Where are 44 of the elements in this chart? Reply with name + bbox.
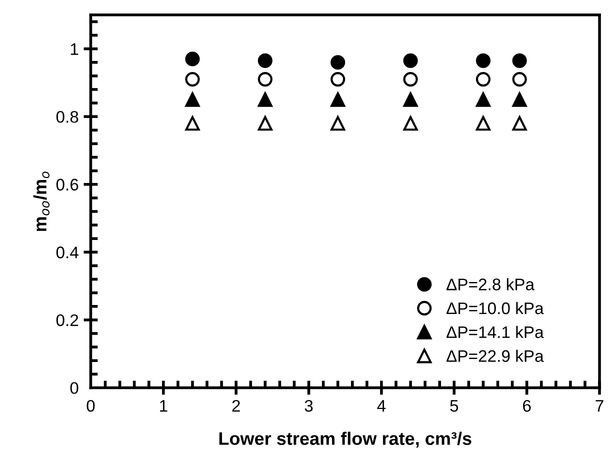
point (185, 116, 200, 131)
y-tick-label: 0 (70, 382, 78, 394)
x-tick-label: 3 (304, 400, 313, 412)
point (476, 116, 491, 131)
point (403, 53, 418, 68)
point (476, 92, 491, 107)
point (185, 72, 200, 87)
point (403, 72, 418, 87)
x-tick-label: 0 (86, 400, 95, 412)
y-tick-label: 0.2 (56, 314, 78, 326)
x-tick-label: 6 (523, 400, 531, 412)
point (330, 55, 346, 70)
y-tick-label: 0.4 (56, 246, 78, 258)
point (476, 53, 491, 68)
x-tick-label: 1 (160, 400, 168, 412)
legend-label: ΔP=10.0 kPa (446, 302, 544, 314)
x-tick-label: 5 (450, 400, 458, 412)
x-axis-title: Lower stream flow rate, cm³/s (219, 432, 472, 448)
point (512, 92, 527, 107)
point (512, 72, 527, 87)
point (185, 52, 200, 66)
x-tick-label: 2 (232, 400, 240, 412)
y-tick-label: 1 (70, 43, 78, 55)
point (258, 92, 272, 107)
point (330, 116, 346, 131)
point (403, 92, 418, 107)
point (258, 72, 272, 87)
y-axis-title: m$_{oo}$/m$_{o}$ (33, 172, 50, 231)
legend-label: ΔP=22.9 kPa (446, 350, 544, 362)
y-tick-label: 0.6 (56, 178, 78, 191)
legend-label: ΔP=14.1 kPa (446, 326, 544, 338)
y-tick-label: 0.8 (56, 110, 78, 123)
point (476, 72, 491, 87)
legend-label: ΔP=2.8 kPa (446, 278, 535, 290)
point (330, 72, 346, 87)
point (512, 53, 527, 68)
point (403, 116, 418, 131)
point (512, 116, 527, 131)
point (258, 116, 272, 131)
point (330, 92, 346, 107)
x-tick-label: 4 (377, 400, 386, 412)
point (258, 53, 272, 68)
x-tick-label: 7 (596, 400, 604, 412)
point (185, 92, 200, 107)
